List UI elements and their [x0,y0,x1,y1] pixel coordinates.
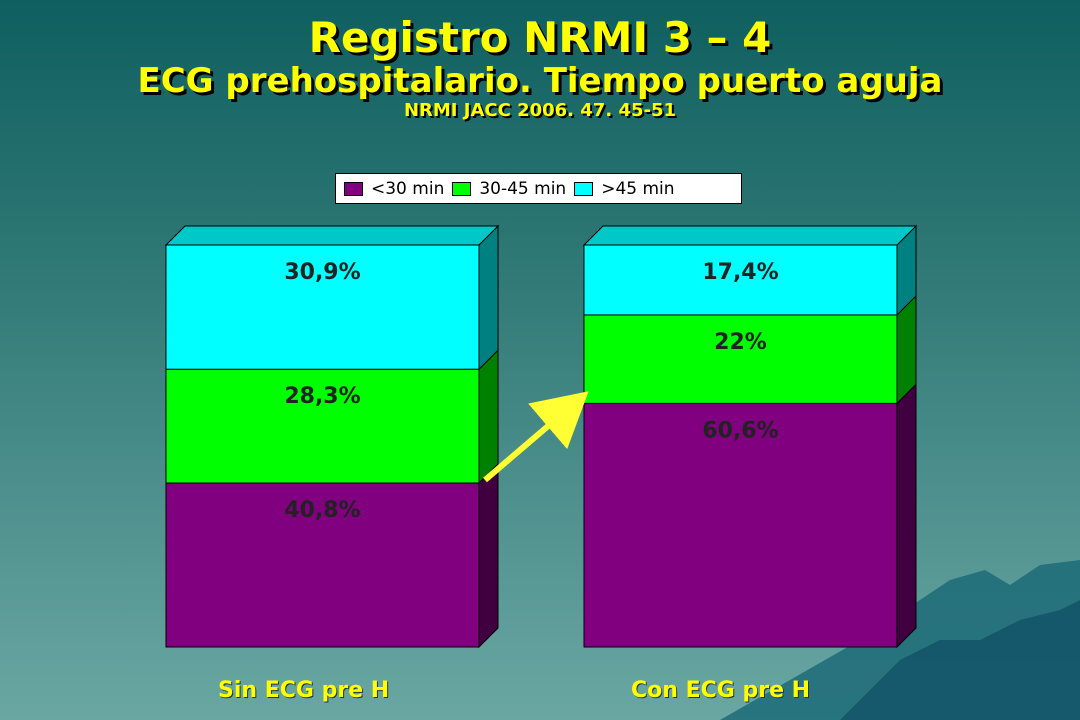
bar-segment [165,368,480,484]
bar-top [582,225,918,246]
data-label: 17,4% [702,260,778,285]
legend-item: >45 min [574,178,675,199]
chart-legend: <30 min 30-45 min >45 min [335,173,742,204]
title-block: Registro NRMI 3 – 4 ECG prehospitalario.… [0,13,1080,122]
legend-swatch [344,181,363,196]
data-label: 22% [714,330,767,355]
legend-swatch [452,181,472,196]
bar-side [896,383,917,649]
data-label: 30,9% [284,260,360,285]
bar-top [164,225,500,246]
bar-segment [165,482,480,648]
bar-segment [583,314,898,404]
bar-side [478,462,499,649]
legend-label: 30-45 min [479,178,567,199]
comparison-arrow [483,391,589,483]
bar-segment [583,402,898,648]
category-label: Sin ECG pre H [218,678,390,703]
bar-side [478,224,499,371]
legend-swatch [574,181,594,196]
chart-subtitle: ECG prehospitalario. Tiempo puerto aguja [137,61,943,102]
legend-label: >45 min [601,178,675,199]
chart-title: Registro NRMI 3 – 4 [308,13,772,62]
legend-label: <30 min [371,178,445,199]
chart-source: NRMI JACC 2006. 47. 45-51 [403,100,677,122]
data-label: 60,6% [702,418,778,443]
legend-item: 30-45 min [452,179,566,199]
legend-item: <30 min [344,179,444,199]
data-label: 28,3% [284,384,360,409]
data-label: 40,8% [284,498,360,523]
category-label: Con ECG pre H [631,678,811,703]
bar-segment [165,244,480,370]
bar-segment [583,244,898,316]
bar-side [478,349,499,485]
